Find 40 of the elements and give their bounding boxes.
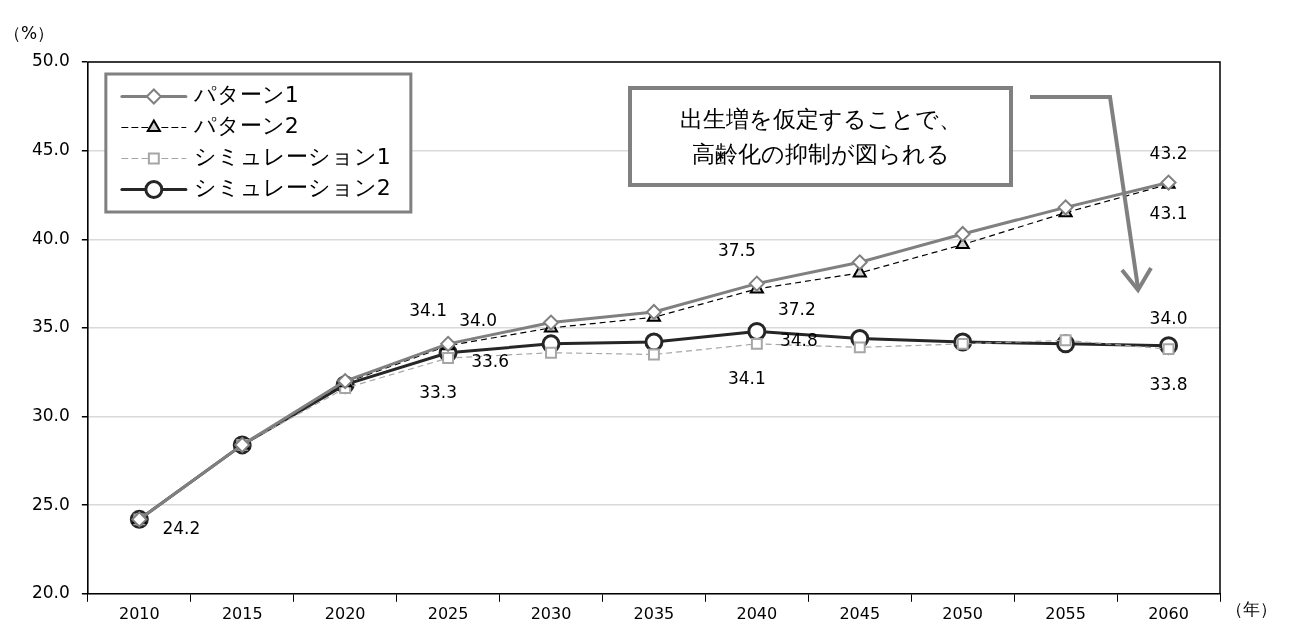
- y-tick-label: 40.0: [31, 227, 70, 248]
- data-label: 34.8: [779, 329, 818, 350]
- y-tick-label: 35.0: [31, 316, 70, 337]
- x-tick-label: 2025: [427, 603, 469, 623]
- data-label: 34.0: [459, 310, 498, 331]
- y-axis-title: （%）: [4, 22, 55, 45]
- data-label: 33.3: [419, 382, 458, 403]
- data-label: 37.2: [777, 299, 816, 320]
- y-tick-label: 45.0: [31, 139, 70, 160]
- x-tick-label: 2010: [118, 603, 160, 623]
- data-label: 43.1: [1149, 202, 1188, 223]
- x-tick-label: 2040: [736, 603, 778, 623]
- y-tick-label: 25.0: [31, 493, 70, 514]
- y-tick-label: 50.0: [31, 50, 70, 71]
- data-label: 33.8: [1149, 373, 1188, 394]
- x-tick-label: 2030: [530, 603, 572, 623]
- annotation: 出生増を仮定することで、: [678, 105, 963, 134]
- x-tick-label: 2055: [1045, 603, 1086, 623]
- data-label: 34.1: [409, 300, 448, 321]
- data-label: 34.0: [1149, 308, 1188, 329]
- legend-label: パターン1: [192, 82, 299, 108]
- data-label: 43.2: [1149, 142, 1188, 163]
- legend-label: パターン2: [192, 113, 299, 139]
- data-label: 24.2: [162, 517, 201, 538]
- annotation: 高齢化の抑制が図られる: [690, 139, 951, 169]
- x-axis-title: （年）: [1226, 598, 1277, 621]
- data-label: 33.6: [471, 351, 510, 372]
- legend-label: シミュレーション2: [193, 175, 391, 201]
- x-tick-label: 2035: [633, 603, 675, 623]
- data-label: 34.1: [727, 368, 766, 389]
- y-tick-label: 30.0: [31, 404, 70, 425]
- y-tick-label: 20.0: [31, 582, 70, 603]
- x-tick-label: 2050: [942, 603, 984, 623]
- x-tick-label: 2020: [324, 603, 366, 623]
- x-tick-label: 2045: [839, 603, 881, 623]
- legend-label: シミュレーション1: [193, 144, 391, 170]
- callout-box: 出生増を仮定することで、 高齢化の抑制が図られる: [628, 86, 1013, 187]
- x-tick-label: 2015: [221, 603, 263, 623]
- x-tick-label: 2060: [1148, 603, 1189, 623]
- data-label: 37.5: [717, 240, 756, 261]
